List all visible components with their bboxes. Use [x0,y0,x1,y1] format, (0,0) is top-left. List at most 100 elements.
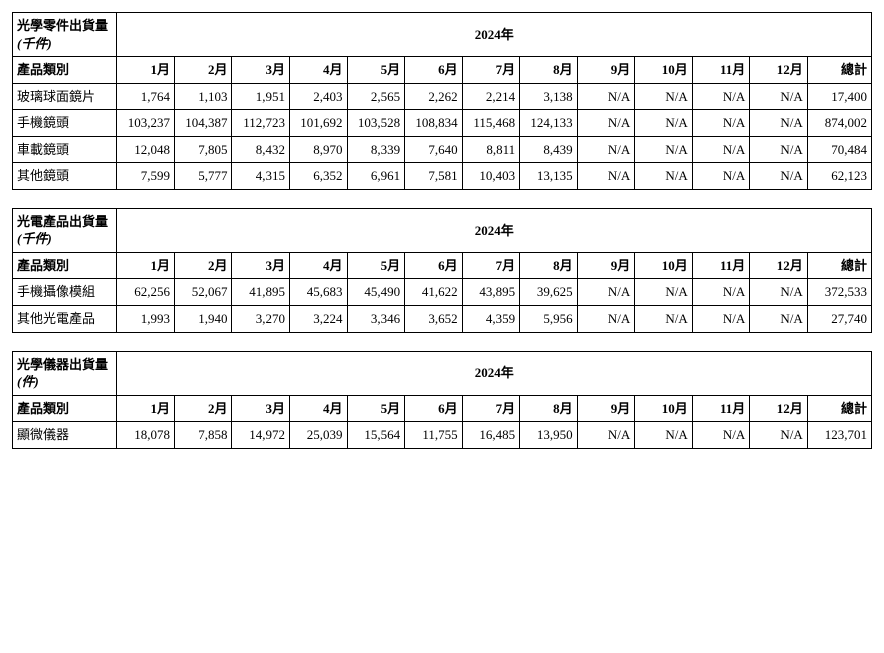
table-row: 手機攝像模組62,25652,06741,89545,68345,49041,6… [13,279,872,306]
cell-value: N/A [577,110,635,137]
cell-value: 2,214 [462,83,520,110]
cell-value: 13,950 [520,422,578,449]
cell-value: 3,652 [405,306,463,333]
cell-value: 3,138 [520,83,578,110]
cell-value: 5,956 [520,306,578,333]
cell-value: N/A [692,306,750,333]
category-header: 產品類別 [13,252,117,279]
cell-value: 1,940 [174,306,232,333]
month-header: 1月 [117,252,175,279]
month-header: 10月 [635,57,693,84]
month-header: 8月 [520,252,578,279]
cell-value: 4,315 [232,163,290,190]
cell-value: 45,683 [290,279,348,306]
month-header: 5月 [347,395,405,422]
cell-value: 13,135 [520,163,578,190]
cell-value: N/A [635,279,693,306]
shipment-table: 光電產品出貨量(千件)2024年產品類別1月2月3月4月5月6月7月8月9月10… [12,208,872,333]
month-header: 9月 [577,252,635,279]
cell-value: N/A [692,83,750,110]
table-title-line1: 光學零件出貨量 [17,18,108,33]
table-title-line2: (件) [17,374,39,389]
month-header: 7月 [462,395,520,422]
cell-value: 39,625 [520,279,578,306]
shipment-table: 光學儀器出貨量(件)2024年產品類別1月2月3月4月5月6月7月8月9月10月… [12,351,872,449]
month-header: 6月 [405,395,463,422]
category-header: 產品類別 [13,57,117,84]
cell-value: 8,970 [290,136,348,163]
cell-value: N/A [692,163,750,190]
month-header: 5月 [347,57,405,84]
year-header: 2024年 [117,13,872,57]
table-row: 手機鏡頭103,237104,387112,723101,692103,5281… [13,110,872,137]
cell-value: 1,951 [232,83,290,110]
cell-value: N/A [577,306,635,333]
cell-value: N/A [577,279,635,306]
month-header: 12月 [750,252,808,279]
cell-value: 115,468 [462,110,520,137]
month-header: 3月 [232,395,290,422]
month-header: 4月 [290,252,348,279]
cell-value: 104,387 [174,110,232,137]
cell-value: 101,692 [290,110,348,137]
row-label: 玻璃球面鏡片 [13,83,117,110]
cell-value: 41,895 [232,279,290,306]
month-header: 10月 [635,395,693,422]
cell-value: 41,622 [405,279,463,306]
cell-value: 124,133 [520,110,578,137]
cell-value: 112,723 [232,110,290,137]
month-header: 2月 [174,252,232,279]
month-header: 3月 [232,57,290,84]
cell-value: 4,359 [462,306,520,333]
year-header: 2024年 [117,351,872,395]
month-header: 4月 [290,57,348,84]
cell-value: 5,777 [174,163,232,190]
table-title-line2: (千件) [17,36,52,51]
cell-value: N/A [750,110,808,137]
cell-value: 2,262 [405,83,463,110]
cell-value: N/A [577,83,635,110]
row-total: 27,740 [807,306,871,333]
cell-value: 3,270 [232,306,290,333]
cell-value: N/A [750,136,808,163]
cell-value: 8,432 [232,136,290,163]
table-row: 顯微儀器18,0787,85814,97225,03915,56411,7551… [13,422,872,449]
row-label: 手機攝像模組 [13,279,117,306]
row-label: 其他鏡頭 [13,163,117,190]
cell-value: 43,895 [462,279,520,306]
cell-value: 3,224 [290,306,348,333]
month-header: 6月 [405,57,463,84]
month-header: 2月 [174,395,232,422]
month-header: 7月 [462,252,520,279]
cell-value: 15,564 [347,422,405,449]
month-header: 1月 [117,57,175,84]
cell-value: 7,640 [405,136,463,163]
cell-value: N/A [692,279,750,306]
shipment-table: 光學零件出貨量(千件)2024年產品類別1月2月3月4月5月6月7月8月9月10… [12,12,872,190]
month-header: 9月 [577,395,635,422]
cell-value: 7,858 [174,422,232,449]
cell-value: 52,067 [174,279,232,306]
cell-value: N/A [577,136,635,163]
row-label: 顯微儀器 [13,422,117,449]
cell-value: N/A [635,163,693,190]
table-row: 玻璃球面鏡片1,7641,1031,9512,4032,5652,2622,21… [13,83,872,110]
cell-value: N/A [692,422,750,449]
cell-value: N/A [750,306,808,333]
table-row: 車載鏡頭12,0487,8058,4328,9708,3397,6408,811… [13,136,872,163]
cell-value: 1,103 [174,83,232,110]
cell-value: 14,972 [232,422,290,449]
cell-value: 8,811 [462,136,520,163]
month-header: 12月 [750,395,808,422]
table-title-line1: 光電產品出貨量 [17,214,108,229]
row-total: 874,002 [807,110,871,137]
row-total: 70,484 [807,136,871,163]
cell-value: N/A [635,83,693,110]
cell-value: N/A [692,110,750,137]
table-title-line1: 光學儀器出貨量 [17,357,108,372]
cell-value: 2,565 [347,83,405,110]
month-header: 11月 [692,395,750,422]
cell-value: 7,581 [405,163,463,190]
table-title: 光電產品出貨量(千件) [13,208,117,252]
cell-value: N/A [635,306,693,333]
